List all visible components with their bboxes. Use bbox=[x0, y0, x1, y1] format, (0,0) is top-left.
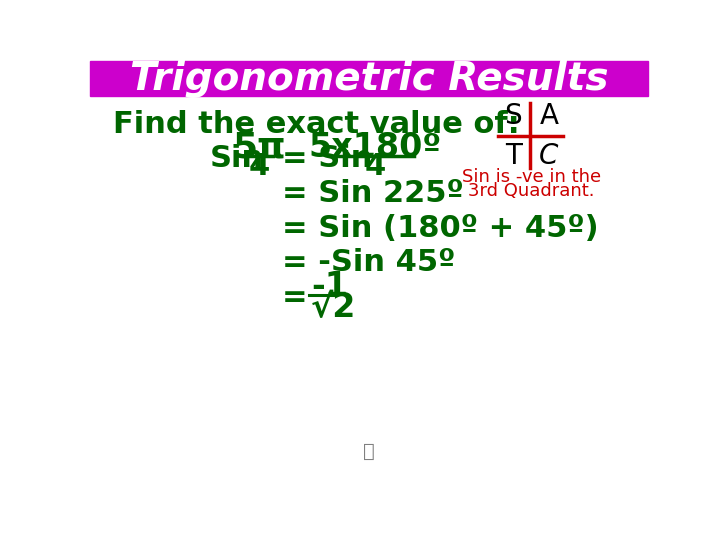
Text: T: T bbox=[505, 141, 521, 170]
Text: 5π: 5π bbox=[232, 130, 286, 164]
Text: = Sin: = Sin bbox=[282, 144, 372, 173]
Text: 4: 4 bbox=[364, 152, 386, 181]
Text: 4: 4 bbox=[248, 152, 269, 181]
Text: 5x180º: 5x180º bbox=[309, 131, 442, 164]
Text: -1: -1 bbox=[311, 270, 348, 303]
Text: S: S bbox=[504, 102, 522, 130]
Text: Find the exact value of:: Find the exact value of: bbox=[113, 110, 520, 139]
Text: = Sin 225º: = Sin 225º bbox=[282, 179, 464, 208]
Text: A: A bbox=[539, 102, 558, 130]
Text: Sin is -ve in the: Sin is -ve in the bbox=[462, 168, 601, 186]
Text: √2: √2 bbox=[311, 292, 356, 325]
Text: = Sin (180º + 45º): = Sin (180º + 45º) bbox=[282, 213, 599, 242]
Text: Trigonometric Results: Trigonometric Results bbox=[130, 59, 608, 98]
Text: = -Sin 45º: = -Sin 45º bbox=[282, 248, 456, 277]
Text: =: = bbox=[282, 283, 308, 312]
FancyBboxPatch shape bbox=[90, 61, 648, 96]
Text: Sin: Sin bbox=[210, 144, 264, 173]
Text: 3rd Quadrant.: 3rd Quadrant. bbox=[469, 182, 595, 200]
Text: 🏠: 🏠 bbox=[363, 442, 375, 461]
Text: C: C bbox=[539, 141, 559, 170]
